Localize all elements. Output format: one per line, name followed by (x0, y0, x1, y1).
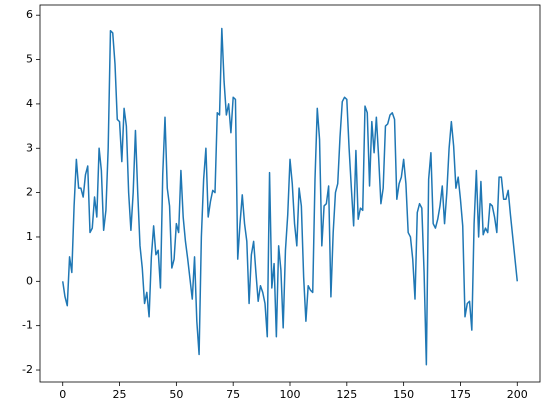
y-tick-label: 3 (26, 141, 33, 154)
plot-frame (39, 4, 541, 383)
y-tick-label: 1 (26, 230, 33, 243)
x-tick-label: 0 (59, 388, 66, 401)
y-tick-label: 5 (26, 53, 33, 66)
x-tick-label: 100 (280, 388, 301, 401)
x-tick-label: 125 (336, 388, 357, 401)
x-tick-label: 75 (226, 388, 240, 401)
x-tick-label: 50 (169, 388, 183, 401)
x-tick-label: 150 (393, 388, 414, 401)
x-tick-label: 175 (450, 388, 471, 401)
x-tick-label: 200 (507, 388, 528, 401)
y-tick-label: 2 (26, 186, 33, 199)
y-tick-label: 6 (26, 8, 33, 21)
y-tick-label: -1 (22, 319, 33, 332)
y-tick-label: 4 (26, 97, 33, 110)
y-tick-label: 0 (26, 274, 33, 287)
y-tick-label: -2 (22, 363, 33, 376)
line (61, 27, 519, 366)
x-tick-label: 25 (113, 388, 127, 401)
